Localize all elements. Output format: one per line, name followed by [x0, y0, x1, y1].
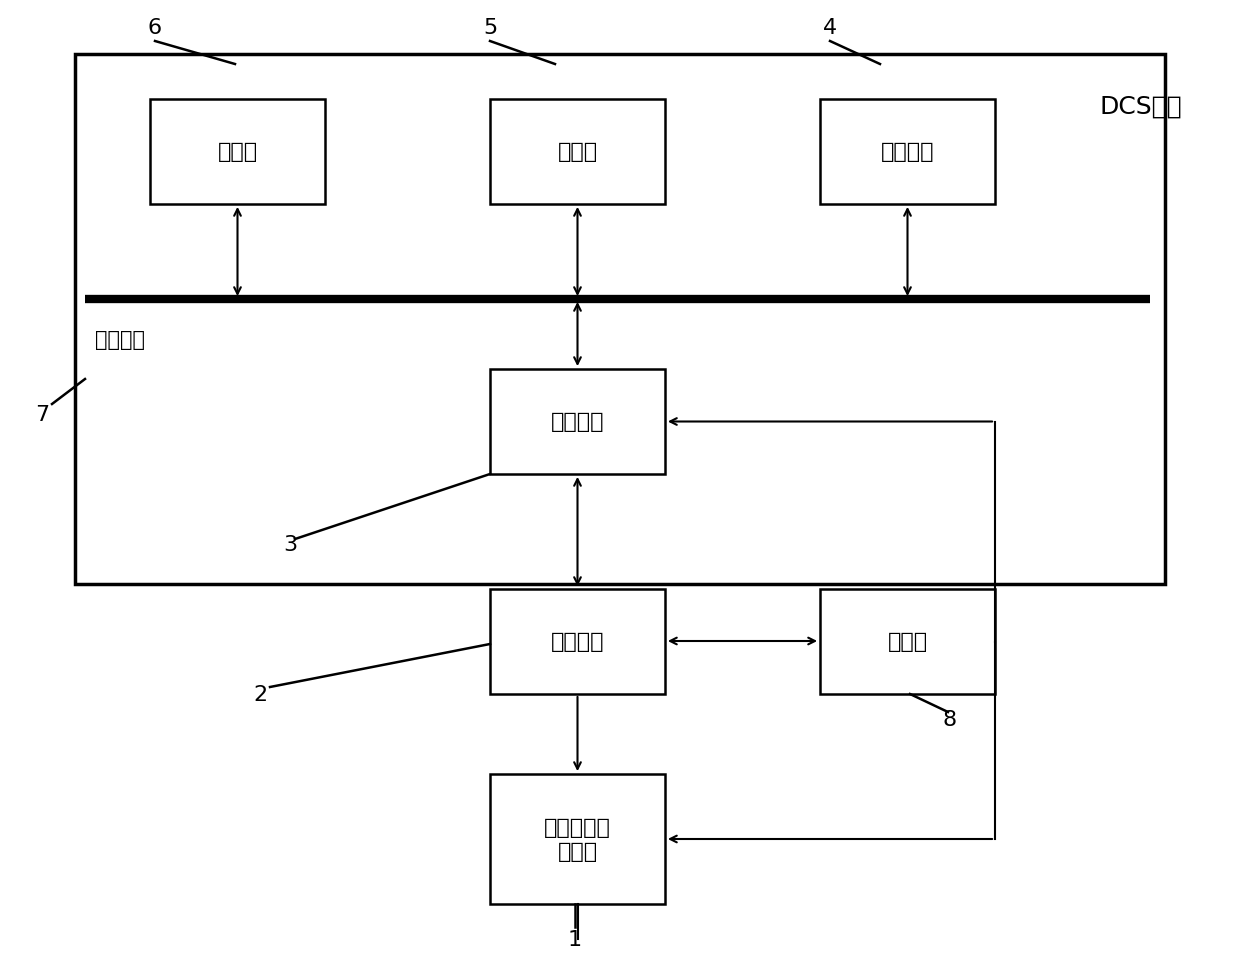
Text: 数据接口: 数据接口: [551, 412, 604, 432]
Bar: [150, 100, 325, 205]
Text: 智能仪表: 智能仪表: [551, 631, 604, 652]
Bar: [490, 589, 665, 694]
Text: 1: 1: [568, 929, 582, 949]
Bar: [74, 55, 1166, 584]
Text: 控制站: 控制站: [558, 142, 598, 162]
Text: 现场总线: 现场总线: [95, 330, 145, 350]
Bar: [490, 775, 665, 904]
Text: 3: 3: [283, 534, 298, 554]
Text: 6: 6: [148, 18, 162, 38]
Text: DCS系统: DCS系统: [1100, 95, 1183, 119]
Text: 7: 7: [35, 405, 50, 425]
Bar: [820, 100, 994, 205]
Text: 控制器: 控制器: [888, 631, 928, 652]
Text: 8: 8: [942, 709, 957, 729]
Bar: [820, 589, 994, 694]
Text: 上位机: 上位机: [217, 142, 258, 162]
Text: 存储装置: 存储装置: [880, 142, 934, 162]
Text: 4: 4: [823, 18, 837, 38]
Bar: [490, 100, 665, 205]
Bar: [490, 370, 665, 475]
Text: 2: 2: [253, 684, 267, 704]
Text: 5: 5: [482, 18, 497, 38]
Text: 内部热耦合
空分塔: 内部热耦合 空分塔: [544, 818, 611, 861]
